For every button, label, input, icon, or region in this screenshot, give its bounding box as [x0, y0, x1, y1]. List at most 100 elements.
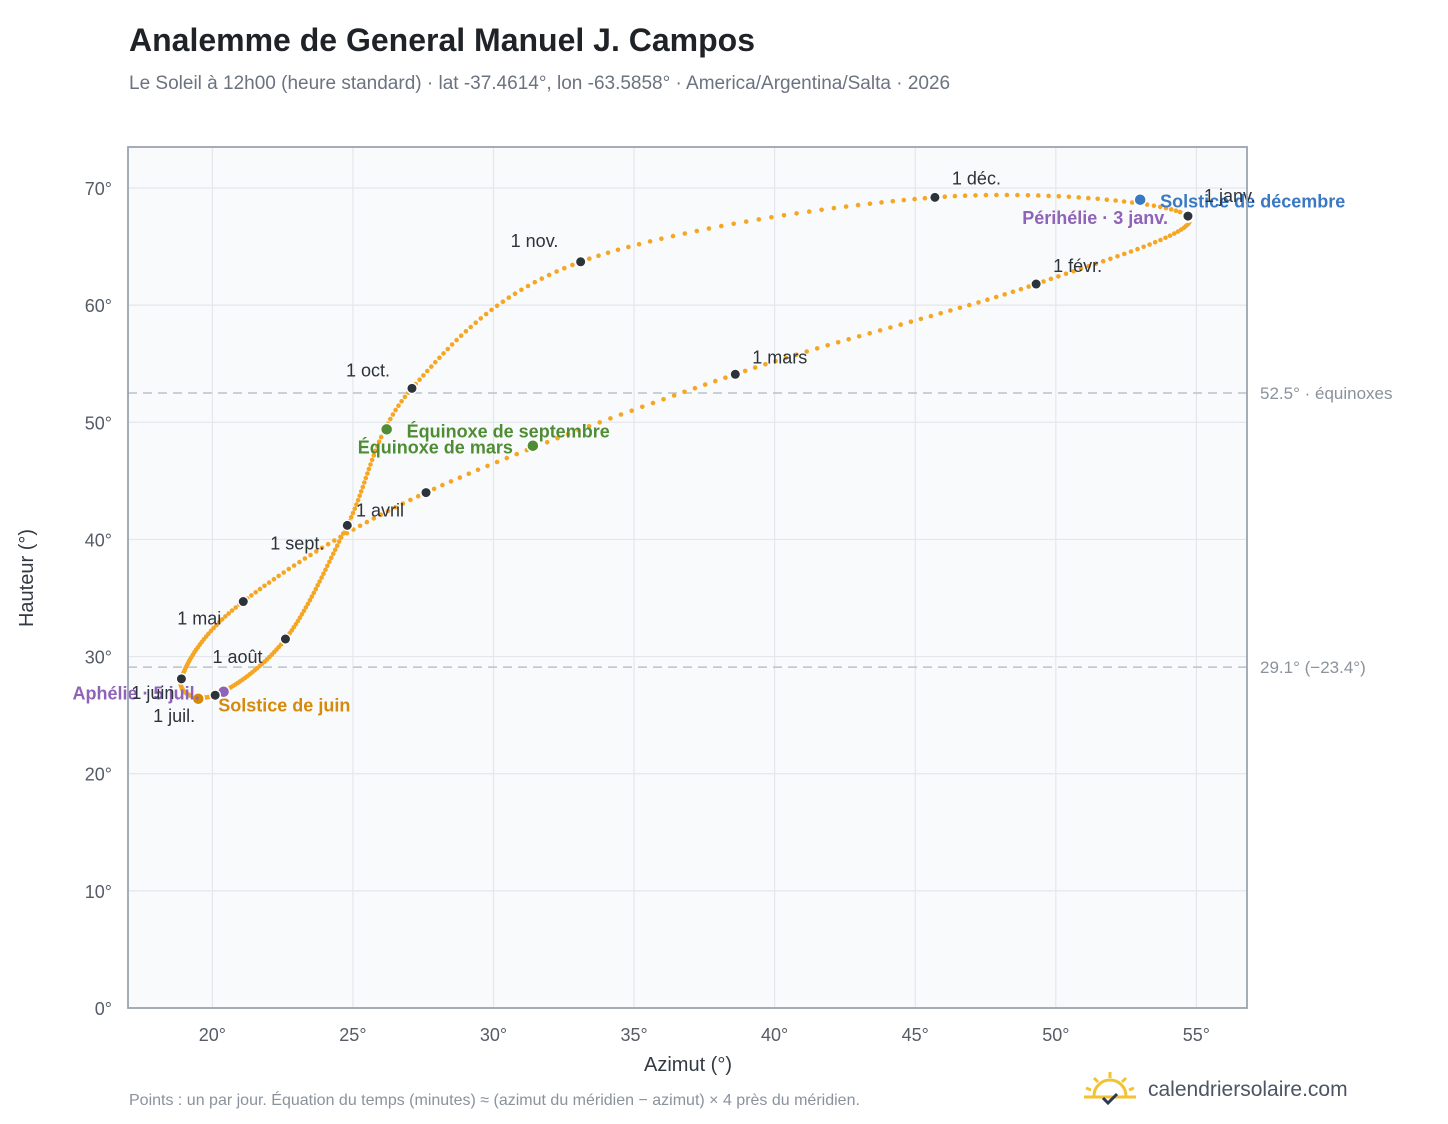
- daily-point: [354, 502, 359, 507]
- daily-point: [629, 408, 634, 414]
- daily-point: [362, 480, 367, 485]
- daily-point: [214, 622, 219, 628]
- daily-point: [1178, 227, 1184, 232]
- month-label: 1 janv.: [1204, 186, 1256, 206]
- daily-point: [867, 201, 873, 206]
- daily-point: [806, 209, 812, 214]
- daily-point: [773, 358, 778, 364]
- month-marker: [574, 255, 587, 268]
- daily-point: [752, 365, 758, 370]
- daily-point: [421, 373, 426, 378]
- daily-point: [1152, 239, 1158, 245]
- daily-point: [1157, 204, 1163, 210]
- daily-point: [376, 439, 382, 445]
- daily-point: [532, 279, 538, 285]
- daily-point: [483, 311, 489, 317]
- markers: [175, 191, 1195, 706]
- daily-point: [756, 217, 762, 222]
- daily-point: [1113, 198, 1118, 203]
- daily-point: [1002, 292, 1007, 297]
- event-label: Équinoxe de septembre: [407, 420, 610, 441]
- daily-point: [835, 340, 841, 345]
- daily-point: [1066, 194, 1072, 200]
- daily-point: [661, 397, 666, 402]
- daily-point: [1010, 289, 1016, 295]
- daily-point: [440, 482, 445, 488]
- daily-point: [618, 412, 624, 417]
- daily-point: [918, 316, 924, 322]
- daily-point: [295, 618, 301, 624]
- event-label: Aphélie · 5 juil.: [73, 684, 200, 704]
- daily-point: [399, 399, 404, 404]
- daily-point: [973, 193, 978, 198]
- daily-point: [305, 601, 311, 607]
- daily-point: [473, 320, 479, 326]
- daily-point: [1129, 200, 1135, 205]
- month-marker: [1030, 278, 1043, 290]
- daily-point: [1163, 235, 1168, 241]
- daily-point: [333, 547, 338, 552]
- daily-point: [327, 559, 332, 565]
- daily-point: [358, 489, 364, 494]
- daily-point: [554, 269, 559, 274]
- daily-point: [586, 424, 592, 429]
- daily-point: [323, 567, 328, 573]
- daily-point: [763, 362, 768, 367]
- daily-point: [393, 407, 398, 413]
- daily-point: [417, 377, 422, 383]
- daily-point: [912, 196, 917, 202]
- daily-point: [344, 530, 350, 536]
- daily-point: [319, 545, 325, 551]
- y-tick-label: 50°: [85, 413, 112, 433]
- daily-point: [994, 192, 999, 198]
- daily-point: [702, 382, 708, 387]
- month-label: 1 mai: [177, 609, 221, 629]
- daily-point: [898, 322, 903, 327]
- daily-point: [500, 299, 506, 305]
- daily-point: [437, 355, 442, 361]
- daily-point: [843, 204, 849, 209]
- daily-point: [390, 412, 396, 417]
- daily-point: [297, 615, 303, 620]
- daily-point: [466, 471, 472, 477]
- sun-calendar-icon: [1084, 1072, 1136, 1106]
- daily-point: [373, 448, 378, 454]
- daily-point: [448, 479, 454, 484]
- daily-point: [888, 325, 893, 330]
- daily-point: [441, 351, 446, 356]
- x-tick-label: 45°: [902, 1025, 929, 1045]
- y-tick-label: 40°: [85, 530, 112, 550]
- reference-line-label: 52.5° · équinoxes: [1260, 384, 1393, 403]
- brand[interactable]: calendriersolaire.com: [1082, 1068, 1348, 1112]
- daily-point: [249, 593, 254, 598]
- x-tick-label: 40°: [761, 1025, 788, 1045]
- daily-point: [855, 202, 861, 208]
- month-marker: [406, 382, 418, 395]
- daily-point: [1018, 286, 1024, 292]
- daily-point: [636, 241, 642, 247]
- reference-line-label: 29.1° (−23.4°): [1260, 658, 1366, 677]
- daily-point: [819, 207, 824, 213]
- daily-point: [525, 283, 531, 289]
- daily-point: [402, 394, 408, 400]
- event-label: Équinoxe de mars: [358, 437, 513, 458]
- daily-point: [565, 431, 571, 437]
- daily-point: [512, 291, 518, 297]
- plot-frame: [127, 146, 1248, 1009]
- month-marker: [341, 519, 354, 532]
- daily-point: [957, 305, 963, 311]
- daily-point: [659, 236, 664, 241]
- daily-point: [908, 319, 914, 325]
- y-tick-label: 10°: [85, 882, 112, 902]
- daily-point: [299, 612, 305, 617]
- daily-point: [429, 364, 434, 369]
- daily-point: [1141, 244, 1146, 250]
- event-label: Périhélie · 3 janv.: [1022, 208, 1168, 228]
- daily-point: [587, 256, 592, 262]
- daily-point: [315, 583, 321, 588]
- month-marker: [279, 633, 292, 645]
- daily-point: [319, 575, 324, 580]
- month-marker: [237, 595, 250, 608]
- month-marker: [420, 486, 432, 499]
- event-marker: [379, 422, 394, 437]
